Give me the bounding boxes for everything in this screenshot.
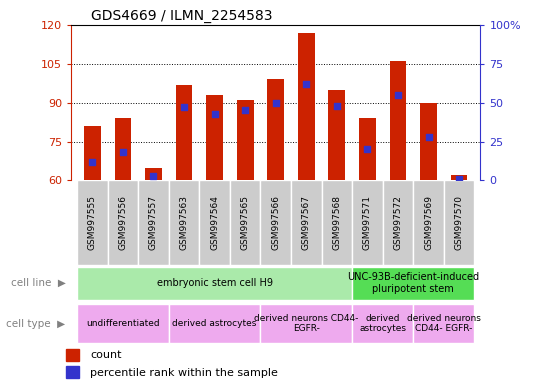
FancyBboxPatch shape <box>77 267 352 300</box>
Point <box>210 111 219 117</box>
FancyBboxPatch shape <box>322 180 352 265</box>
Bar <box>450 175 467 180</box>
Bar <box>84 126 101 180</box>
FancyBboxPatch shape <box>413 180 444 265</box>
FancyBboxPatch shape <box>413 304 474 343</box>
Bar <box>298 33 314 180</box>
Text: GSM997568: GSM997568 <box>333 195 341 250</box>
Text: UNC-93B-deficient-induced
pluripotent stem: UNC-93B-deficient-induced pluripotent st… <box>347 272 479 294</box>
Text: cell line  ▶: cell line ▶ <box>10 278 66 288</box>
Bar <box>115 118 132 180</box>
Point <box>424 134 433 140</box>
Bar <box>66 349 79 361</box>
Text: GSM997555: GSM997555 <box>88 195 97 250</box>
Point <box>363 146 372 152</box>
Bar <box>359 118 376 180</box>
FancyBboxPatch shape <box>291 180 322 265</box>
Point <box>394 92 402 98</box>
FancyBboxPatch shape <box>444 180 474 265</box>
Bar <box>329 90 345 180</box>
Point <box>271 100 280 106</box>
Bar <box>237 100 253 180</box>
Point <box>118 149 127 156</box>
Text: GSM997566: GSM997566 <box>271 195 280 250</box>
FancyBboxPatch shape <box>352 180 383 265</box>
Bar <box>66 366 79 379</box>
Text: GSM997567: GSM997567 <box>302 195 311 250</box>
FancyBboxPatch shape <box>77 304 169 343</box>
Text: GDS4669 / ILMN_2254583: GDS4669 / ILMN_2254583 <box>92 8 273 23</box>
Text: GSM997570: GSM997570 <box>455 195 464 250</box>
Text: derived neurons
CD44- EGFR-: derived neurons CD44- EGFR- <box>407 314 480 333</box>
Point <box>455 176 464 182</box>
Text: derived
astrocytes: derived astrocytes <box>359 314 406 333</box>
Text: percentile rank within the sample: percentile rank within the sample <box>90 367 278 377</box>
Text: GSM997557: GSM997557 <box>149 195 158 250</box>
FancyBboxPatch shape <box>352 304 413 343</box>
Text: derived neurons CD44-
EGFR-: derived neurons CD44- EGFR- <box>254 314 359 333</box>
FancyBboxPatch shape <box>108 180 138 265</box>
Bar <box>176 84 192 180</box>
Text: count: count <box>90 350 122 360</box>
Text: GSM997565: GSM997565 <box>241 195 250 250</box>
Text: GSM997556: GSM997556 <box>118 195 127 250</box>
Point <box>333 103 341 109</box>
Text: GSM997572: GSM997572 <box>394 195 402 250</box>
FancyBboxPatch shape <box>169 180 199 265</box>
Text: GSM997569: GSM997569 <box>424 195 433 250</box>
Point <box>241 108 250 114</box>
FancyBboxPatch shape <box>352 267 474 300</box>
FancyBboxPatch shape <box>260 180 291 265</box>
Bar <box>206 95 223 180</box>
Bar <box>145 167 162 180</box>
FancyBboxPatch shape <box>169 304 260 343</box>
Bar <box>389 61 406 180</box>
Text: GSM997564: GSM997564 <box>210 195 219 250</box>
Point <box>149 173 158 179</box>
Text: GSM997571: GSM997571 <box>363 195 372 250</box>
FancyBboxPatch shape <box>199 180 230 265</box>
Bar <box>420 103 437 180</box>
Point <box>88 159 97 165</box>
Point <box>302 81 311 87</box>
Text: undifferentiated: undifferentiated <box>86 319 160 328</box>
Point <box>180 104 188 111</box>
FancyBboxPatch shape <box>77 180 108 265</box>
Text: embryonic stem cell H9: embryonic stem cell H9 <box>157 278 272 288</box>
FancyBboxPatch shape <box>260 304 352 343</box>
Bar <box>268 79 284 180</box>
FancyBboxPatch shape <box>138 180 169 265</box>
FancyBboxPatch shape <box>230 180 260 265</box>
Text: derived astrocytes: derived astrocytes <box>173 319 257 328</box>
Text: cell type  ▶: cell type ▶ <box>7 318 66 329</box>
FancyBboxPatch shape <box>383 180 413 265</box>
Text: GSM997563: GSM997563 <box>180 195 188 250</box>
